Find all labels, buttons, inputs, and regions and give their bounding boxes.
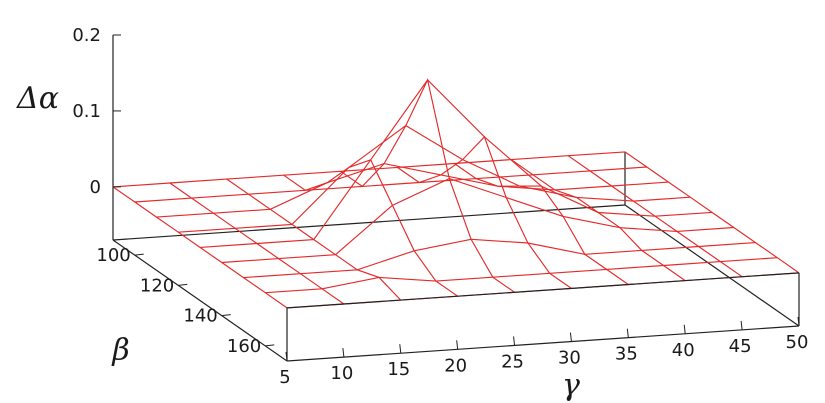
- mesh-line-gamma-5: [112, 186, 288, 309]
- mesh-line-gamma-15: [226, 178, 402, 301]
- mesh-line-beta-160: [265, 257, 778, 294]
- axis-labels: Δα β γ: [16, 81, 580, 403]
- y-tick-mark: [265, 344, 275, 347]
- x-tick-label: 25: [501, 351, 524, 372]
- mesh-line-beta-120: [178, 124, 691, 233]
- mesh-line-gamma-50: [624, 151, 800, 274]
- mesh-line-gamma-40: [510, 159, 686, 282]
- mesh-line-beta-140: [221, 177, 734, 264]
- mesh-line-gamma-45: [567, 155, 743, 278]
- x-tick-mark: [740, 320, 743, 330]
- x-tick-label: 30: [558, 348, 581, 369]
- x-tick-label: 50: [786, 332, 809, 353]
- x-tick-mark: [513, 336, 516, 346]
- y-tick-mark: [178, 283, 188, 286]
- x-axis-label: γ: [562, 368, 580, 403]
- bounding-box-front: [112, 239, 800, 362]
- x-tick-mark: [399, 344, 402, 354]
- x-tick-label: 20: [444, 355, 467, 376]
- y-tick-label: 160: [227, 336, 261, 357]
- x-tick-mark: [569, 332, 572, 342]
- y-tick-mark: [221, 314, 231, 317]
- y-tick-mark: [134, 253, 144, 256]
- mesh-line-beta-110: [156, 163, 669, 218]
- z-tick-label: 0.1: [72, 101, 101, 122]
- box-edge-front-top: [286, 272, 800, 309]
- x-tick-mark: [285, 351, 288, 362]
- mesh-line-beta-100: [134, 166, 647, 203]
- y-tick-label: 140: [183, 306, 217, 327]
- bounding-box-back: [112, 35, 800, 327]
- x-tick-mark: [683, 324, 686, 334]
- mesh-line-gamma-10: [169, 182, 345, 305]
- mesh-line-gamma-25: [340, 78, 515, 293]
- x-tick-label: 5: [279, 367, 290, 388]
- z-tick-label: 0: [90, 177, 101, 198]
- box-edge-right-bottom: [624, 204, 800, 327]
- mesh-line-beta-130: [199, 79, 713, 248]
- surface-mesh: [112, 78, 800, 309]
- mesh-line-gamma-30: [397, 135, 572, 289]
- x-tick-label: 45: [729, 336, 752, 357]
- mesh-line-gamma-20: [283, 159, 459, 297]
- mesh-line-beta-150: [243, 238, 756, 279]
- z-tick-label: 0.2: [72, 25, 101, 46]
- y-tick-label: 120: [140, 275, 174, 296]
- box-edge-left-bottom: [112, 239, 288, 362]
- mesh-line-beta-90: [112, 151, 626, 188]
- y-axis-label: β: [111, 333, 129, 368]
- box-edge-front-bottom: [286, 325, 800, 362]
- x-tick-label: 40: [672, 340, 695, 361]
- x-tick-mark: [626, 328, 629, 338]
- x-tick-mark: [797, 316, 800, 327]
- axis-ticks: 5 10 15 20 25 30 35 40 45 50 100 120 140 160 0 0.1 0.2: [72, 25, 808, 388]
- x-tick-label: 10: [330, 363, 353, 384]
- x-tick-mark: [342, 348, 345, 358]
- mesh-line-gamma-35: [453, 163, 629, 285]
- z-axis-label: Δα: [16, 81, 59, 116]
- x-tick-label: 15: [387, 359, 410, 380]
- box-edge-back-bottom: [112, 204, 626, 241]
- y-tick-label: 100: [96, 245, 130, 266]
- x-tick-label: 35: [615, 344, 638, 365]
- x-tick-mark: [456, 340, 459, 350]
